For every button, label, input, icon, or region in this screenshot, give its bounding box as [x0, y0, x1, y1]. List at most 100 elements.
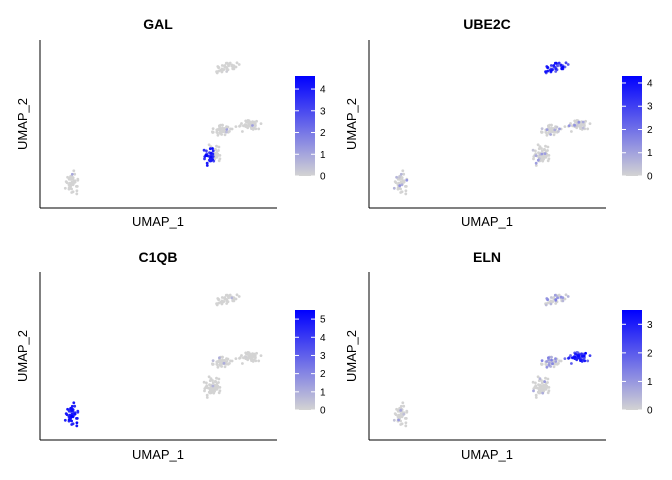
- cell-point: [534, 393, 538, 397]
- cell-point: [567, 124, 571, 128]
- cell-point: [533, 385, 537, 389]
- cell-point: [557, 362, 560, 365]
- cell-point: [254, 359, 258, 363]
- cell-point: [211, 379, 214, 382]
- cell-point: [225, 128, 229, 131]
- y-axis-label: UMAP_2: [344, 330, 359, 382]
- cell-point: [70, 172, 74, 176]
- cell-point: [76, 409, 80, 413]
- cell-point: [75, 189, 79, 193]
- cell-point: [554, 67, 558, 71]
- cell-point: [205, 161, 209, 165]
- cell-point: [228, 130, 231, 133]
- cell-point: [544, 303, 548, 307]
- cell-point: [218, 154, 222, 157]
- cell-point: [536, 375, 540, 379]
- cell-point: [70, 414, 74, 418]
- cell-point: [216, 128, 220, 132]
- cell-point: [540, 363, 544, 366]
- cell-point: [209, 151, 213, 155]
- cell-point: [225, 125, 228, 129]
- cell-point: [75, 417, 79, 420]
- cell-point: [402, 172, 406, 176]
- cell-point: [544, 376, 547, 380]
- cell-point: [579, 359, 582, 362]
- cell-point: [251, 352, 254, 355]
- cell-point: [73, 172, 77, 176]
- cell-point: [563, 297, 567, 301]
- cell-point: [534, 396, 538, 399]
- colorbar: [295, 310, 315, 410]
- cell-point: [547, 389, 551, 393]
- cell-point: [534, 161, 538, 165]
- cell-point: [581, 126, 585, 130]
- cell-point: [220, 133, 224, 136]
- cell-point: [205, 381, 208, 385]
- cell-point: [546, 149, 549, 152]
- cell-point: [75, 192, 79, 196]
- colorbar-tick-label: 5: [320, 315, 326, 326]
- cell-point: [70, 404, 74, 408]
- cell-point: [251, 126, 255, 130]
- cell-point: [588, 354, 592, 357]
- cell-point: [65, 181, 69, 185]
- cell-point: [564, 293, 568, 297]
- cell-point: [544, 70, 547, 74]
- cell-point: [556, 296, 559, 300]
- cell-point: [536, 143, 540, 147]
- cell-point: [540, 359, 544, 362]
- scatter-points: [392, 61, 592, 196]
- cell-point: [218, 358, 222, 362]
- cell-point: [228, 293, 232, 297]
- cell-point: [404, 424, 408, 428]
- cell-point: [232, 65, 236, 69]
- cell-point: [586, 127, 590, 131]
- cell-point: [547, 363, 551, 367]
- cell-point: [404, 192, 408, 196]
- cell-point: [539, 386, 542, 390]
- cell-point: [395, 407, 398, 411]
- cell-point: [222, 361, 226, 365]
- cell-point: [234, 125, 238, 128]
- cell-point: [576, 354, 579, 357]
- cell-point: [558, 127, 561, 131]
- cell-point: [563, 357, 567, 360]
- colorbar-tick-label: 3: [320, 351, 326, 362]
- cell-point: [532, 389, 535, 393]
- cell-point: [547, 157, 551, 161]
- cell-point: [398, 178, 402, 181]
- cell-point: [227, 296, 231, 300]
- cell-point: [68, 185, 72, 189]
- cell-point: [555, 125, 559, 129]
- panel-gal: GAL UMAP_1 UMAP_2 4 3 2 1 0: [15, 16, 326, 229]
- cell-point: [249, 355, 253, 359]
- cell-point: [554, 357, 557, 361]
- cell-point: [547, 386, 551, 389]
- colorbar-tick-label: 2: [647, 348, 653, 359]
- cell-point: [392, 418, 396, 422]
- cell-point: [221, 355, 224, 359]
- cell-point: [540, 381, 544, 385]
- cell-point: [251, 358, 255, 362]
- cell-point: [225, 357, 228, 361]
- cell-point: [570, 362, 573, 365]
- cell-point: [211, 384, 215, 388]
- cell-point: [531, 380, 535, 384]
- cell-point: [214, 380, 218, 383]
- cell-point: [76, 177, 80, 181]
- cell-point: [71, 190, 75, 194]
- cell-point: [203, 389, 206, 393]
- cell-point: [214, 148, 218, 152]
- cell-point: [557, 130, 560, 133]
- cell-point: [238, 124, 242, 128]
- cell-point: [209, 155, 213, 159]
- cell-point: [215, 362, 219, 366]
- cell-point: [75, 424, 79, 428]
- cell-point: [402, 404, 406, 408]
- cell-point: [545, 128, 549, 132]
- panel-eln: ELN UMAP_1 UMAP_2 3 2 1 0: [344, 249, 653, 462]
- cell-point: [547, 361, 551, 365]
- cell-point: [244, 124, 247, 127]
- y-axis-label: UMAP_2: [15, 330, 30, 382]
- cell-point: [67, 187, 71, 191]
